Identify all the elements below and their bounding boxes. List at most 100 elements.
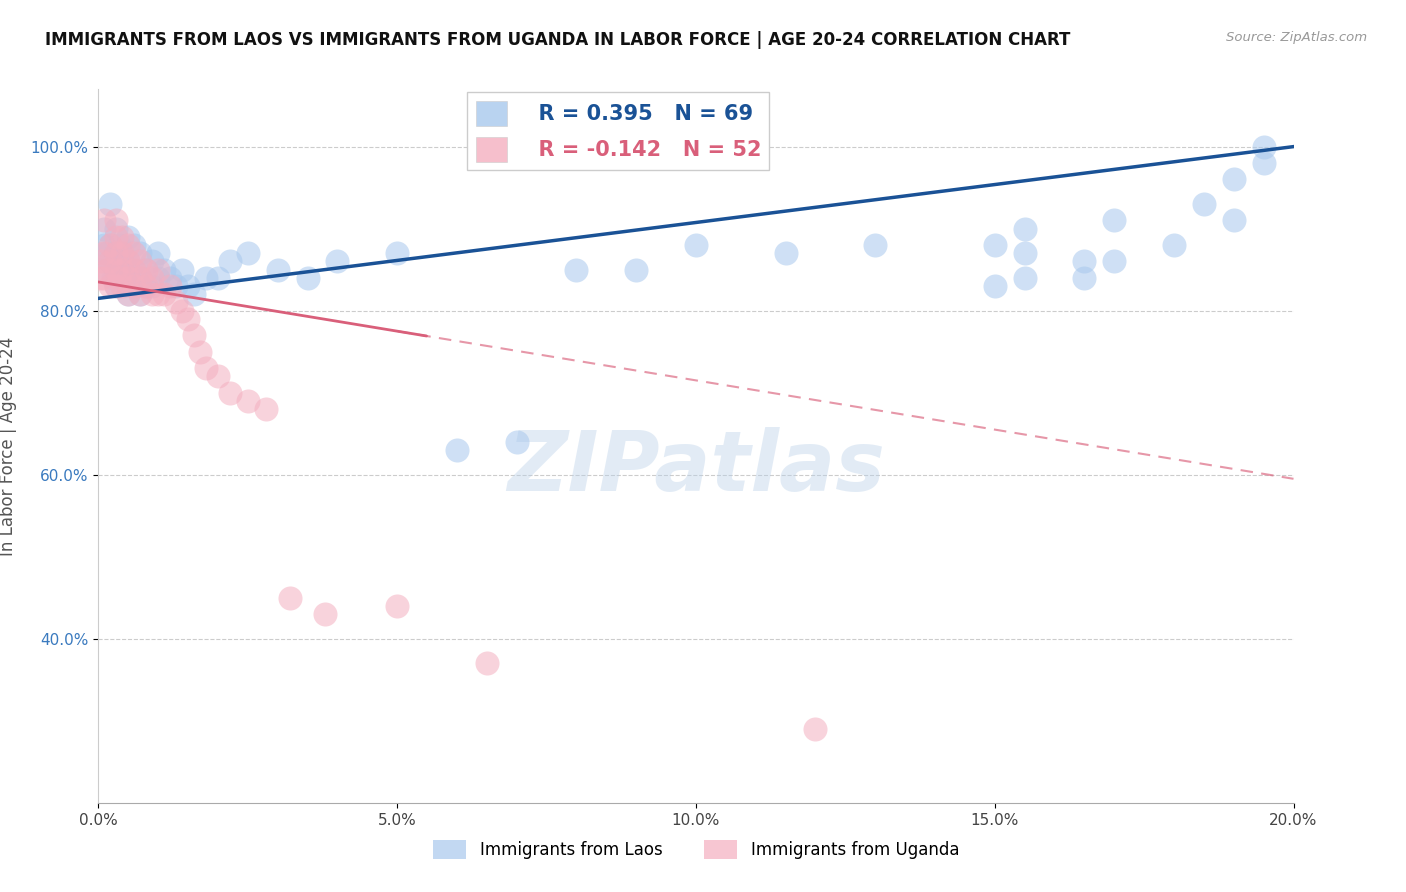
Point (117, 287, 139, 301)
Point (141, 279, 163, 293)
Point (1163, 238, 1185, 252)
Point (98, 254, 122, 268)
Point (236, 246, 259, 260)
Point (105, 246, 128, 260)
Point (111, 246, 134, 260)
Point (111, 279, 134, 293)
Point (93, 213, 115, 227)
Point (326, 254, 349, 268)
Point (1253, 156, 1275, 170)
Point (236, 393, 259, 408)
Point (267, 262, 290, 277)
Point (385, 599, 409, 613)
Point (124, 238, 146, 252)
Point (207, 270, 229, 285)
Point (254, 402, 277, 417)
Point (141, 287, 163, 301)
Point (183, 287, 205, 301)
Point (117, 270, 139, 285)
Point (111, 246, 134, 260)
Point (129, 254, 152, 268)
Point (117, 254, 139, 268)
Point (1253, 139, 1275, 153)
Point (96, 262, 118, 277)
Point (141, 270, 163, 285)
Point (117, 254, 139, 268)
Point (183, 328, 205, 343)
Point (775, 246, 797, 260)
Point (385, 246, 409, 260)
Point (105, 230, 128, 244)
Point (93, 270, 115, 285)
Point (865, 238, 887, 252)
Point (129, 270, 152, 285)
Point (1014, 246, 1036, 260)
Point (153, 287, 176, 301)
Point (804, 722, 827, 736)
Point (475, 657, 498, 671)
Point (1192, 197, 1215, 211)
Point (685, 238, 707, 252)
Point (315, 607, 337, 622)
Point (105, 262, 128, 277)
Point (1014, 221, 1036, 235)
Point (219, 385, 242, 400)
Point (98, 279, 122, 293)
Point (89, 270, 111, 285)
Point (129, 246, 152, 260)
Point (90, 262, 112, 277)
Point (124, 262, 146, 277)
Point (117, 238, 139, 252)
Point (103, 270, 125, 285)
Point (135, 262, 157, 277)
Point (219, 254, 242, 268)
Point (98, 197, 122, 211)
Point (984, 279, 1007, 293)
Point (148, 246, 170, 260)
Point (1073, 270, 1095, 285)
Point (148, 270, 170, 285)
Point (117, 230, 139, 244)
Point (111, 262, 134, 277)
Point (124, 279, 146, 293)
Legend: Immigrants from Laos, Immigrants from Uganda: Immigrants from Laos, Immigrants from Ug… (426, 833, 966, 866)
Point (1104, 213, 1126, 227)
Point (129, 287, 152, 301)
Point (105, 213, 128, 227)
Point (177, 311, 200, 326)
Point (297, 270, 319, 285)
Point (114, 262, 136, 277)
Point (108, 270, 131, 285)
Point (565, 262, 588, 277)
Point (1073, 254, 1095, 268)
Point (111, 230, 134, 244)
Point (207, 369, 229, 384)
Point (117, 287, 139, 301)
Point (124, 262, 146, 277)
Point (159, 270, 181, 285)
Point (93, 221, 115, 235)
Point (108, 238, 131, 252)
Point (129, 287, 152, 301)
Text: IMMIGRANTS FROM LAOS VS IMMIGRANTS FROM UGANDA IN LABOR FORCE | AGE 20-24 CORREL: IMMIGRANTS FROM LAOS VS IMMIGRANTS FROM … (45, 31, 1070, 49)
Text: Source: ZipAtlas.com: Source: ZipAtlas.com (1226, 31, 1367, 45)
Point (105, 246, 128, 260)
Point (98, 254, 122, 268)
Point (124, 246, 146, 260)
Point (506, 434, 529, 449)
Point (159, 279, 181, 293)
Point (1223, 213, 1246, 227)
Point (1223, 172, 1246, 186)
Point (117, 270, 139, 285)
Point (135, 279, 157, 293)
Point (98, 238, 122, 252)
Point (98, 238, 122, 252)
Point (141, 254, 163, 268)
Y-axis label: In Labor Force | Age 20-24: In Labor Force | Age 20-24 (0, 336, 17, 556)
Point (195, 361, 218, 376)
Point (278, 591, 301, 605)
Point (446, 443, 468, 458)
Point (1014, 270, 1036, 285)
Point (135, 279, 157, 293)
Point (626, 262, 648, 277)
